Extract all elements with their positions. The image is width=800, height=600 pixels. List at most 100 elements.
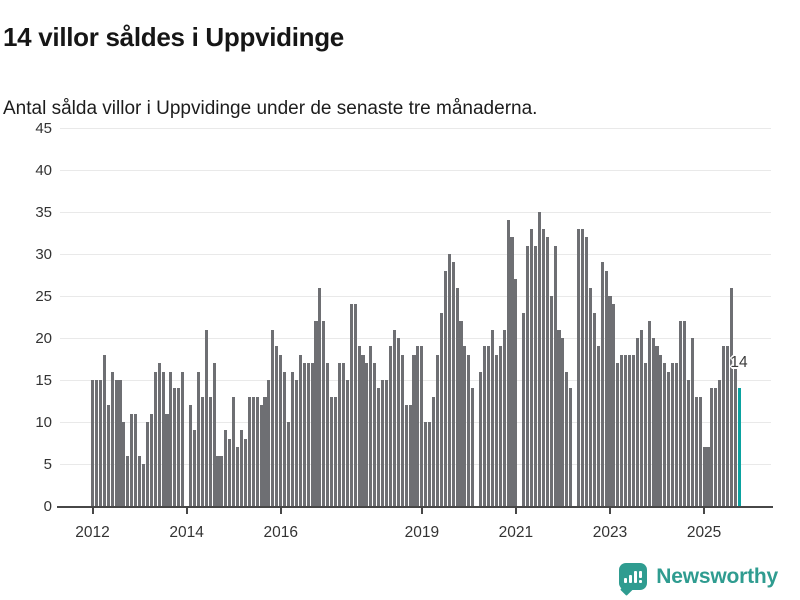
bar — [420, 346, 424, 506]
bar — [416, 346, 420, 506]
bar — [659, 354, 663, 506]
bar — [345, 380, 349, 506]
bar — [400, 354, 404, 506]
bar — [298, 354, 302, 506]
bar — [267, 380, 271, 506]
bar — [628, 354, 632, 506]
x-axis-label: 2016 — [263, 524, 298, 541]
bar — [365, 363, 369, 506]
bar — [643, 363, 647, 506]
bar — [130, 413, 134, 506]
bar — [177, 388, 181, 506]
bar — [577, 228, 581, 506]
bar — [326, 363, 330, 506]
bar — [679, 321, 683, 506]
bar — [447, 254, 451, 506]
bar — [510, 237, 514, 506]
bar — [459, 321, 463, 506]
bar — [161, 371, 165, 506]
bar — [647, 321, 651, 506]
bar — [310, 363, 314, 506]
bar — [726, 346, 730, 506]
bar — [588, 287, 592, 506]
chart-subtitle: Antal sålda villor i Uppvidinge under de… — [3, 98, 538, 119]
bar — [486, 346, 490, 506]
bar — [561, 338, 565, 506]
bar — [294, 380, 298, 506]
bar — [506, 220, 510, 506]
bar — [545, 237, 549, 506]
bar — [530, 228, 534, 506]
newsworthy-logo[interactable]: Newsworthy — [619, 563, 778, 590]
gridline-y-30 — [60, 254, 771, 255]
x-axis-tick-2021 — [514, 508, 517, 514]
bar — [424, 422, 428, 506]
bar — [236, 447, 240, 506]
gridline-y-40 — [60, 170, 771, 171]
bar — [153, 371, 157, 506]
bar — [702, 447, 706, 506]
bar — [733, 363, 737, 506]
bar — [663, 363, 667, 506]
bar — [581, 228, 585, 506]
bar — [106, 405, 110, 506]
bar — [690, 338, 694, 506]
bar — [729, 287, 734, 506]
x-axis-label: 2014 — [169, 524, 204, 541]
bar — [287, 422, 291, 506]
bar — [439, 312, 443, 506]
bar — [200, 396, 204, 506]
bar — [212, 363, 216, 506]
x-axis-tick-2019 — [420, 508, 423, 514]
gridline-y-25 — [60, 296, 771, 297]
bar — [169, 371, 173, 506]
y-axis-label: 25 — [35, 288, 52, 305]
y-axis-label: 35 — [35, 204, 52, 221]
newsworthy-logo-text: Newsworthy — [656, 564, 778, 588]
bar — [114, 380, 118, 506]
bar — [204, 329, 208, 506]
bar — [91, 380, 95, 506]
bar — [385, 380, 389, 506]
y-axis-label: 15 — [35, 372, 52, 389]
bar — [102, 354, 106, 506]
bar — [271, 329, 275, 506]
highlighted-bar — [737, 388, 741, 506]
bar — [483, 346, 487, 506]
bar — [392, 329, 396, 506]
bar — [514, 279, 518, 506]
bar — [239, 430, 244, 506]
x-axis-tick-2023 — [608, 508, 611, 514]
x-axis-line — [57, 506, 773, 508]
bar — [98, 380, 102, 506]
bar — [494, 354, 498, 506]
gridline-y-45 — [60, 128, 771, 129]
bar — [279, 354, 283, 506]
bar — [334, 396, 338, 506]
bar — [349, 304, 353, 506]
bar — [624, 354, 628, 506]
gridline-y-20 — [60, 338, 771, 339]
bar — [455, 287, 459, 506]
bar — [94, 380, 98, 506]
bar — [259, 405, 263, 506]
bar — [122, 422, 126, 506]
bar — [134, 413, 138, 506]
bar — [443, 270, 447, 506]
bar — [337, 363, 342, 506]
bar — [138, 455, 142, 506]
x-axis-label: 2012 — [75, 524, 110, 541]
bar — [557, 329, 561, 506]
bar — [502, 329, 506, 506]
bar — [388, 346, 392, 506]
bar — [522, 312, 526, 506]
bar — [263, 396, 267, 506]
bar — [671, 363, 675, 506]
last-bar-value-label: 14 — [730, 354, 748, 371]
bar — [565, 371, 569, 506]
bar — [145, 422, 149, 506]
bar — [553, 245, 557, 506]
y-axis-label: 40 — [35, 162, 52, 179]
bar — [192, 430, 196, 506]
